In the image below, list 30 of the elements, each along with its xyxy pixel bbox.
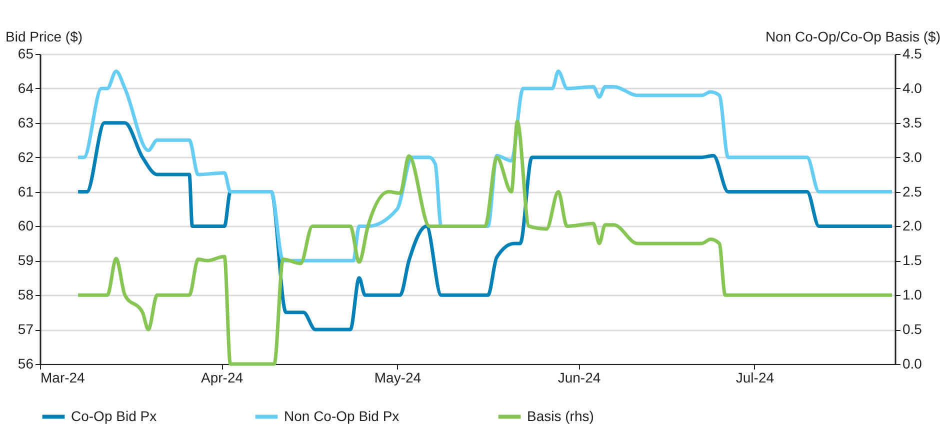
y-axis-title: Bid Price ($) <box>6 28 83 44</box>
y-tick-label: 56 <box>18 356 34 372</box>
y-tick-label: 61 <box>18 183 34 200</box>
y2-tick-label: 1.5 <box>902 252 922 268</box>
legend-label: Non Co-Op Bid Px <box>284 408 400 424</box>
y2-tick-label: 2.0 <box>902 218 922 234</box>
y-tick-label: 62 <box>18 148 34 165</box>
y2-tick-label: 2.5 <box>902 183 922 200</box>
x-tick-label: Mar-24 <box>40 370 86 386</box>
y-tick-label: 60 <box>18 218 34 234</box>
y2-tick-label: 0.0 <box>902 356 922 372</box>
y2-tick-label: 3.0 <box>902 148 922 165</box>
x-tick-label: Apr-24 <box>201 370 244 386</box>
x-tick-label: Jul-24 <box>736 370 774 386</box>
y2-tick-label: 3.5 <box>902 114 922 130</box>
y-tick-label: 57 <box>18 321 34 338</box>
y-tick-label: 63 <box>18 114 34 130</box>
y-tick-label: 59 <box>18 252 34 268</box>
y-tick-label: 64 <box>18 80 34 96</box>
y2-tick-label: 4.5 <box>902 46 922 62</box>
y2-axis-title: Non Co-Op/Co-Op Basis ($) <box>765 28 940 44</box>
y2-tick-label: 4.0 <box>902 80 922 96</box>
x-tick-label: May-24 <box>374 370 422 386</box>
legend-label: Co-Op Bid Px <box>71 408 157 424</box>
y-tick-label: 65 <box>18 46 34 62</box>
legend-label: Basis (rhs) <box>527 408 594 424</box>
y2-tick-label: 0.5 <box>902 321 922 338</box>
x-tick-label: Jun-24 <box>558 370 601 386</box>
y-tick-label: 58 <box>18 286 34 303</box>
y2-tick-label: 1.0 <box>902 286 922 303</box>
